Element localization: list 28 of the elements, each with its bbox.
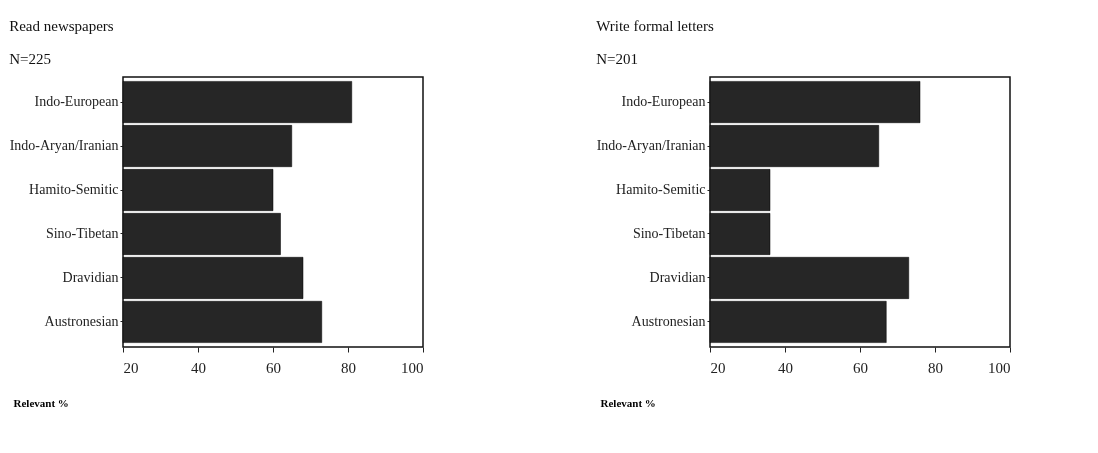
y-tick-label: Indo-European	[34, 94, 119, 110]
y-tick-label: Indo-European	[621, 94, 706, 110]
x-tick-label: 60	[853, 359, 868, 376]
chart-title: Write formal letters	[596, 18, 714, 34]
y-tick-label: Hamito-Semitic	[616, 182, 706, 198]
chart-subtitle: N=201	[596, 51, 638, 67]
chart-subtitle: N=225	[9, 51, 51, 67]
x-tick-label: 40	[191, 359, 206, 376]
y-tick-label: Dravidian	[62, 269, 119, 285]
x-tick-label: 80	[341, 359, 356, 376]
x-tick-label: 80	[928, 359, 943, 376]
y-tick-label: Hamito-Semitic	[29, 182, 119, 198]
x-axis-title: Relevant %	[13, 396, 69, 409]
y-tick-label: Austronesian	[44, 313, 119, 329]
x-tick-label: 100	[401, 359, 424, 376]
x-tick-label: 20	[710, 359, 726, 376]
x-tick-label: 100	[988, 359, 1011, 376]
y-tick-label: Indo-Aryan/Iranian	[596, 138, 706, 154]
x-tick-label: 40	[778, 359, 793, 376]
y-tick-label: Indo-Aryan/Iranian	[9, 138, 119, 154]
y-tick-label: Austronesian	[631, 313, 706, 329]
y-tick-label: Dravidian	[649, 269, 706, 285]
y-tick-label: Sino-Tibetan	[632, 225, 706, 241]
chart-title: Read newspapers	[9, 18, 114, 34]
y-tick-label: Sino-Tibetan	[45, 225, 119, 241]
x-tick-label: 20	[123, 359, 139, 376]
x-tick-label: 60	[266, 359, 281, 376]
x-axis-title: Relevant %	[600, 396, 656, 409]
